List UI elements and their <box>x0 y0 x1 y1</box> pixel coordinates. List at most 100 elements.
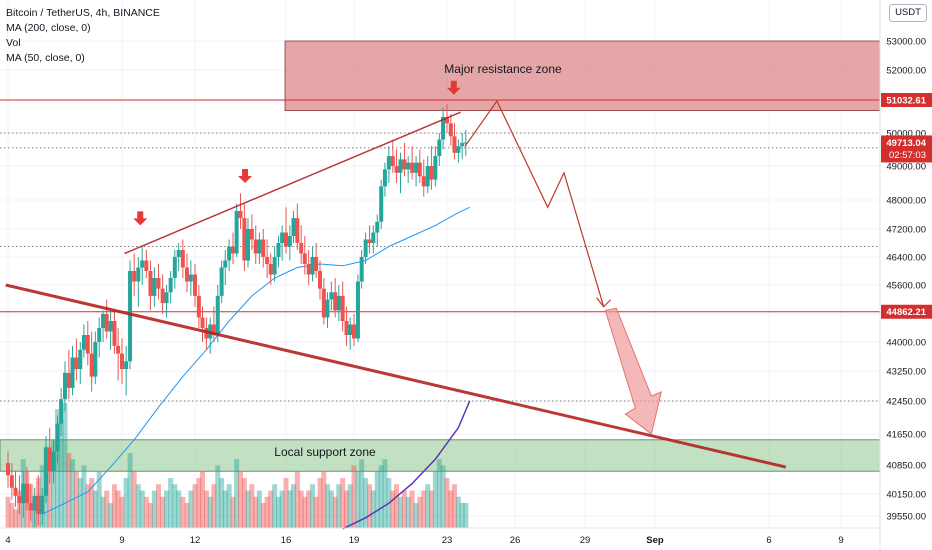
volume-bar <box>92 490 98 528</box>
candle-body <box>394 166 399 173</box>
candle-body <box>314 257 319 271</box>
candle-body <box>390 156 395 166</box>
volume-bar <box>306 490 312 528</box>
volume-bar <box>156 484 161 528</box>
volume-bar <box>89 478 95 528</box>
countdown-tag: 02:57:03 <box>889 150 926 161</box>
candle-body <box>24 483 29 504</box>
volume-bar <box>222 490 228 528</box>
volume-bar <box>367 484 373 528</box>
volume-bar <box>355 471 361 528</box>
volume-bar <box>215 465 221 528</box>
volume-bar <box>298 490 304 528</box>
candle-body <box>55 423 60 452</box>
price-tick-label: 47200.00 <box>886 225 926 236</box>
candle-body <box>172 257 177 278</box>
candle-body <box>227 246 232 261</box>
candle-body <box>398 159 403 173</box>
candle-body <box>128 271 133 362</box>
price-axis[interactable]: 53000.0052000.0051000.0050000.0049000.00… <box>879 0 932 550</box>
currency-selector[interactable]: USDT <box>889 4 927 22</box>
volume-bar <box>58 421 64 528</box>
candle-body <box>272 257 277 275</box>
candle-body <box>78 349 83 370</box>
candle-body <box>406 162 411 170</box>
candle-body <box>336 295 341 311</box>
ma200-legend[interactable]: MA (200, close, 0) <box>6 22 91 34</box>
volume-bar <box>310 484 316 528</box>
candle-body <box>89 353 94 377</box>
candle-body <box>359 257 364 282</box>
volume-bar <box>451 484 457 528</box>
volume-bar <box>382 459 388 528</box>
volume-bar <box>268 490 274 528</box>
descending-trendline <box>5 283 787 469</box>
candle-body <box>51 451 56 472</box>
time-tick-label: 19 <box>349 535 360 546</box>
candle-body <box>460 142 465 147</box>
volume-bar <box>77 478 83 528</box>
volume-bar <box>425 484 431 528</box>
volume-bar <box>188 490 194 528</box>
volume-bar <box>374 471 380 528</box>
ascending-resistance <box>124 111 461 255</box>
candle-body <box>433 156 438 180</box>
symbol-title[interactable]: Bitcoin / TetherUS, 4h, BINANCE <box>6 7 160 19</box>
volume-bar <box>96 471 102 528</box>
candle-body <box>101 314 106 328</box>
candle-body <box>63 372 67 400</box>
volume-bar <box>51 440 57 528</box>
volume-bar <box>294 471 300 528</box>
candle-body <box>333 292 338 311</box>
volume-bar <box>54 409 60 528</box>
volume-bar <box>324 484 330 528</box>
drawings <box>5 80 787 469</box>
volume-bar <box>168 478 174 528</box>
time-tick-label: Sep <box>646 535 664 546</box>
price-tick-label: 44000.00 <box>886 338 926 349</box>
moving-averages <box>41 206 471 530</box>
resistance-zone <box>284 40 881 111</box>
candle-body <box>306 264 311 275</box>
time-axis[interactable]: 4 9 12 16 19 23 26 29 Sep 6 9 <box>0 527 880 546</box>
ma50-line <box>41 206 470 515</box>
volume-bar <box>219 478 225 528</box>
volume-bar <box>256 490 262 528</box>
volume-bar <box>455 496 461 528</box>
volume-bar <box>428 490 434 528</box>
vol-legend[interactable]: Vol <box>6 37 21 49</box>
candle-body <box>325 299 330 318</box>
volume-bar <box>405 496 411 528</box>
candle-body <box>108 321 113 332</box>
volume-bar <box>336 484 342 528</box>
volume-bar <box>413 503 419 528</box>
volume-bar <box>370 490 376 528</box>
volume-bar <box>143 496 149 528</box>
volume-bar <box>317 478 323 528</box>
volume-bar <box>440 465 446 528</box>
candle-body <box>40 495 45 515</box>
volume-bar <box>344 490 350 528</box>
support-price-tag-bg <box>881 304 932 319</box>
candle-body <box>429 166 434 180</box>
candle-body <box>152 278 157 296</box>
ma200-line <box>342 400 471 530</box>
volume-bar <box>196 478 202 528</box>
candle-body <box>348 324 353 335</box>
candle-body <box>66 372 71 388</box>
candle-body <box>44 447 49 496</box>
volume-bar <box>279 490 285 528</box>
candle-body <box>184 267 189 282</box>
volume-bar <box>123 478 129 528</box>
volume-bar <box>13 509 19 528</box>
price-tick-label: 53000.00 <box>886 37 926 48</box>
volume-bar <box>332 496 338 528</box>
volume-bar <box>176 490 182 528</box>
candle-body <box>81 335 86 350</box>
volume-bar <box>253 496 259 528</box>
candle-body <box>291 218 296 236</box>
ma50-legend[interactable]: MA (50, close, 0) <box>6 52 85 64</box>
time-tick-label: 16 <box>281 535 292 546</box>
candle-body <box>410 162 415 173</box>
